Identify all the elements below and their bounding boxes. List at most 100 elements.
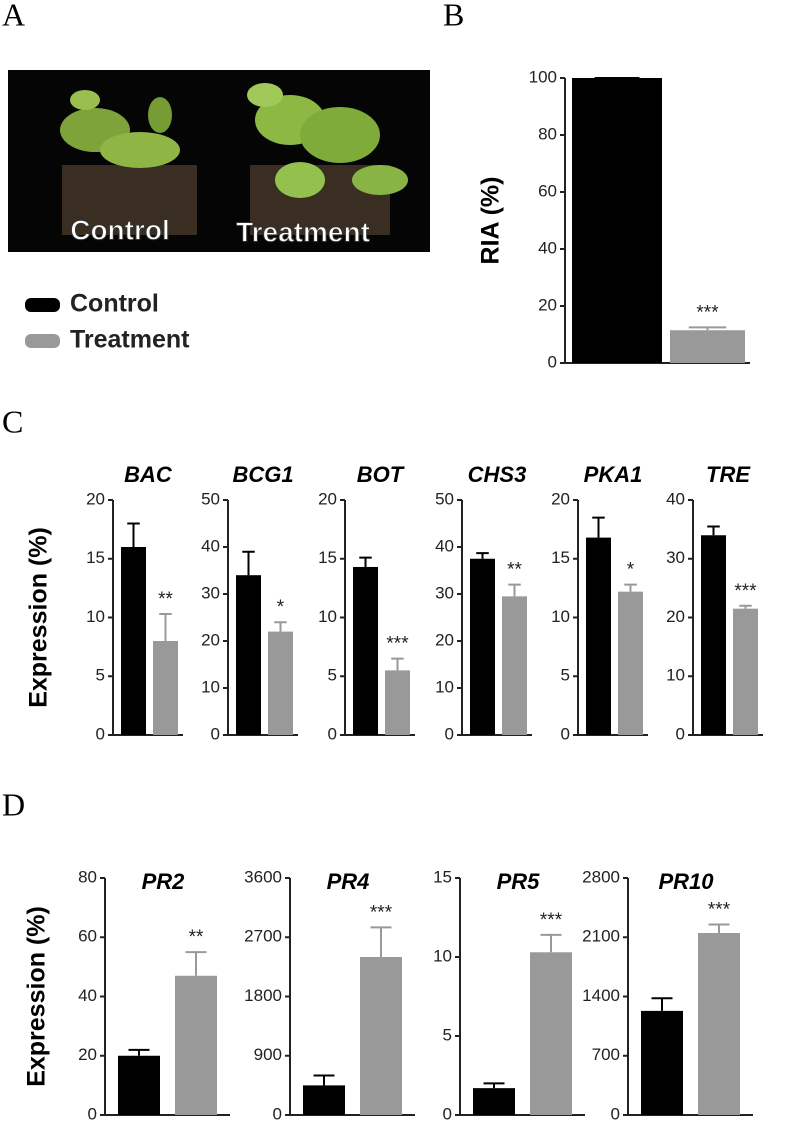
y-tick-label: 40 (78, 986, 97, 1005)
panel-label: C (2, 403, 23, 439)
error-bar (688, 326, 727, 331)
y-tick-label: 10 (201, 677, 220, 696)
chart-title: PR4 (327, 869, 370, 894)
y-tick-label: 20 (551, 489, 570, 508)
bar (502, 596, 527, 735)
error-bar (128, 1048, 150, 1056)
y-tick-label: 0 (328, 724, 337, 743)
plant-photo: Control Treatment (8, 70, 430, 252)
y-tick-label: 1400 (582, 986, 620, 1005)
legend-swatch (25, 334, 60, 348)
legend-swatch (25, 298, 60, 312)
legend-label: Treatment (70, 326, 190, 354)
y-tick-label: 15 (551, 548, 570, 567)
bar (175, 975, 217, 1115)
y-tick-label: 10 (551, 607, 570, 626)
photo-label: Treatment (236, 216, 370, 247)
y-tick-label: 5 (96, 666, 105, 685)
bar (118, 1055, 160, 1115)
y-tick-label: 15 (86, 548, 105, 567)
bar (121, 547, 146, 735)
significance: ** (507, 560, 522, 581)
y-tick-label: 20 (318, 489, 337, 508)
y-tick-label: 80 (78, 867, 97, 886)
y-tick-label: 20 (86, 489, 105, 508)
error-bar (651, 997, 673, 1011)
y-tick-label: 0 (443, 1104, 452, 1123)
y-tick-label: 20 (666, 607, 685, 626)
chart-title: CHS3 (468, 462, 527, 487)
y-tick-label: 20 (538, 295, 557, 314)
error-bar (242, 550, 255, 576)
y-tick-label: 60 (538, 181, 557, 200)
y-tick-label: 5 (328, 666, 337, 685)
y-tick-label: 2800 (582, 867, 620, 886)
bar (303, 1085, 345, 1115)
y-tick-label: 5 (443, 1025, 452, 1044)
y-tick-label: 60 (78, 927, 97, 946)
y-axis-label: Expression (%) (25, 527, 53, 708)
significance: *** (386, 634, 409, 655)
significance: *** (734, 581, 757, 602)
panel-label: A (2, 0, 25, 32)
error-bar (624, 583, 637, 592)
bar (670, 330, 745, 363)
legend-label: Control (70, 290, 159, 318)
significance: * (277, 597, 285, 618)
bar (470, 558, 495, 735)
chart-title: PR2 (142, 869, 186, 894)
significance: *** (708, 900, 731, 921)
bar (268, 631, 293, 735)
y-tick-label: 0 (96, 724, 105, 743)
bar (353, 566, 378, 735)
error-bar (476, 552, 489, 559)
significance: ** (189, 927, 204, 948)
bar (586, 537, 611, 735)
error-bar (508, 583, 521, 597)
significance: ** (158, 589, 173, 610)
chart-title: TRE (706, 462, 751, 487)
panel-label: D (2, 786, 25, 822)
y-tick-label: 40 (538, 238, 557, 257)
significance: * (627, 560, 635, 581)
y-tick-label: 40 (435, 536, 454, 555)
y-axis-label: RIA (%) (477, 177, 505, 265)
chart-title: PR5 (497, 869, 541, 894)
y-tick-label: 30 (435, 583, 454, 602)
bar (701, 535, 726, 735)
y-tick-label: 20 (435, 630, 454, 649)
y-tick-label: 700 (592, 1045, 620, 1064)
y-tick-label: 30 (201, 583, 220, 602)
y-tick-label: 20 (201, 630, 220, 649)
error-bar (592, 516, 605, 538)
bar (153, 641, 178, 735)
bar (618, 591, 643, 735)
bar (698, 933, 740, 1115)
significance: *** (696, 302, 719, 323)
y-tick-label: 0 (211, 724, 220, 743)
y-tick-label: 2700 (244, 927, 282, 946)
y-tick-label: 5 (561, 666, 570, 685)
bar (572, 78, 662, 363)
error-bar (540, 933, 562, 953)
y-tick-label: 10 (433, 946, 452, 965)
bar (385, 670, 410, 735)
bar (360, 957, 402, 1115)
y-tick-label: 0 (445, 724, 454, 743)
y-tick-label: 10 (318, 607, 337, 626)
y-tick-label: 40 (666, 489, 685, 508)
y-tick-label: 900 (254, 1045, 282, 1064)
y-tick-label: 20 (78, 1045, 97, 1064)
bar (236, 575, 261, 735)
error-bar (159, 612, 172, 641)
photo-label: Control (70, 214, 170, 245)
error-bar (739, 604, 752, 609)
y-axis-label: Expression (%) (23, 906, 51, 1087)
y-tick-label: 30 (666, 548, 685, 567)
y-tick-label: 15 (433, 867, 452, 886)
significance: *** (370, 902, 393, 923)
y-tick-label: 3600 (244, 867, 282, 886)
chart-title: BAC (124, 462, 173, 487)
y-tick-label: 80 (538, 124, 557, 143)
error-bar (359, 556, 372, 567)
